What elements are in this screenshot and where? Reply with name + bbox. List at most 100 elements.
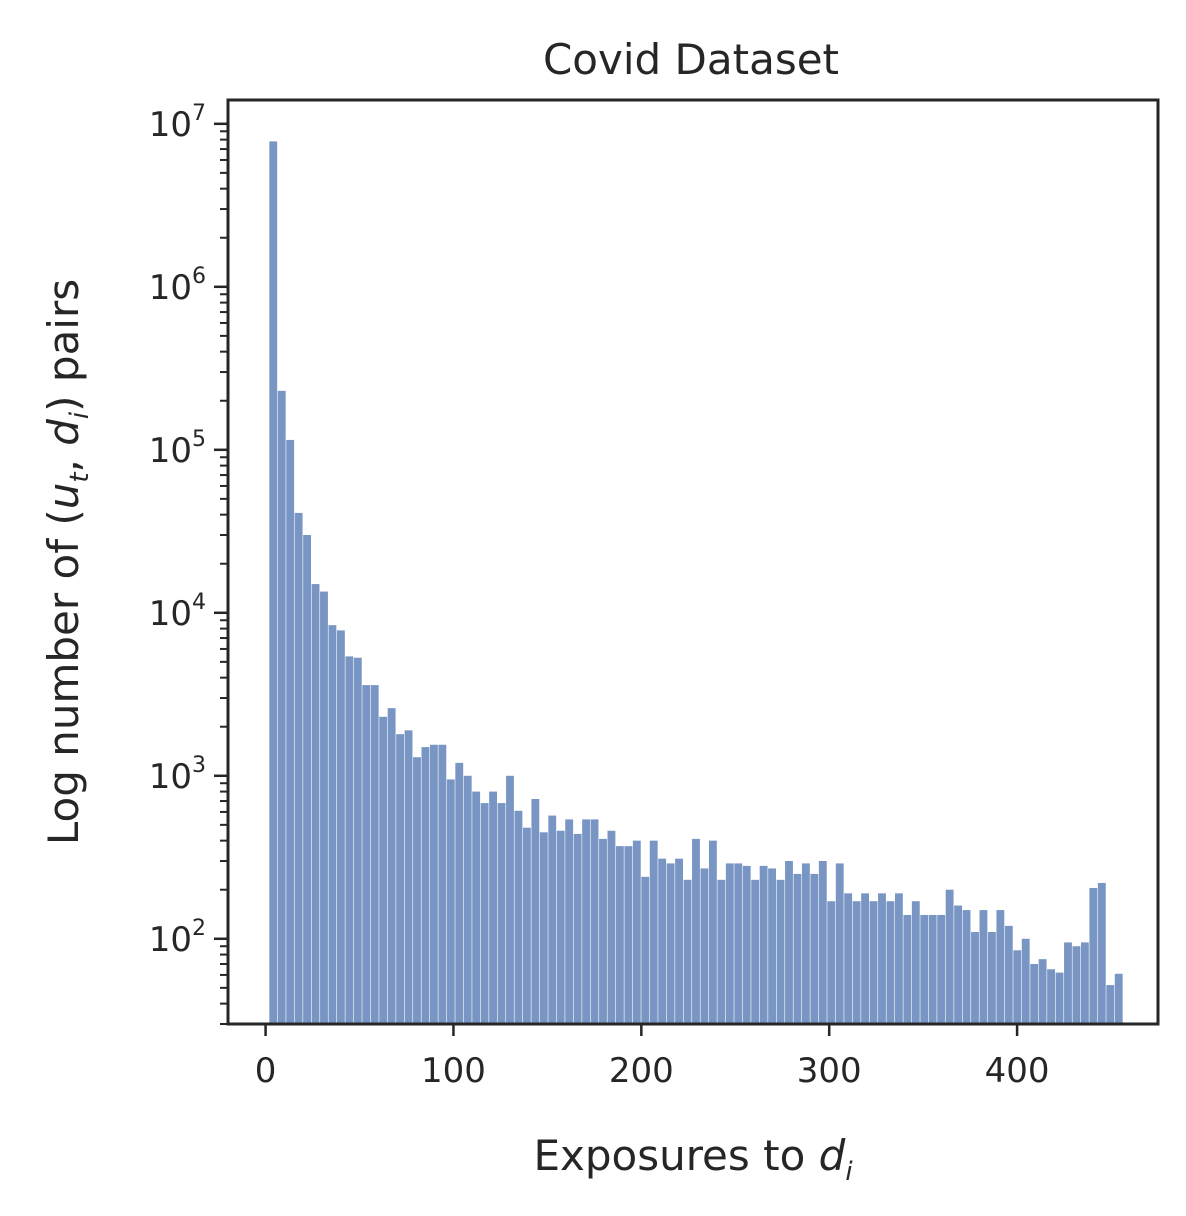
bar (835, 863, 844, 1024)
bar (624, 846, 633, 1024)
bar (658, 858, 667, 1024)
x-tick-label: 200 (609, 1051, 674, 1091)
bar (480, 803, 489, 1024)
bar (582, 819, 591, 1024)
bar (683, 879, 692, 1024)
bar (641, 876, 650, 1024)
bar (311, 584, 320, 1024)
y-tick-label: 102 (149, 916, 206, 960)
bar (497, 803, 506, 1024)
bar (937, 914, 946, 1024)
bar (269, 141, 278, 1025)
bar (962, 910, 971, 1024)
bar (472, 791, 481, 1024)
bar (396, 734, 405, 1024)
bar (801, 863, 810, 1024)
bar (632, 840, 641, 1024)
y-tick-label: 105 (149, 427, 206, 471)
x-axis-label: Exposures to di (533, 1131, 853, 1187)
bar (649, 840, 658, 1024)
bar (987, 932, 996, 1024)
bar (489, 791, 498, 1024)
bar (1106, 985, 1115, 1024)
y-tick-label: 103 (149, 753, 206, 797)
bar (1021, 938, 1030, 1024)
bar (590, 819, 599, 1024)
bar (708, 840, 717, 1024)
bars-layer (269, 141, 1123, 1025)
bar (1114, 973, 1123, 1024)
bar (1004, 925, 1013, 1024)
bar (438, 744, 447, 1024)
bar (725, 863, 734, 1024)
bar (387, 708, 396, 1024)
bar (607, 830, 616, 1024)
bar (286, 439, 295, 1024)
bar (506, 775, 514, 1024)
bar (878, 893, 886, 1024)
bar (320, 591, 328, 1024)
bar (742, 865, 751, 1024)
bar (818, 861, 827, 1024)
bar (362, 685, 371, 1024)
bar (421, 747, 430, 1024)
bar (531, 799, 540, 1024)
bar (793, 873, 802, 1024)
bar (328, 625, 337, 1024)
bar (429, 744, 438, 1024)
bar (996, 910, 1005, 1024)
chart-title: Covid Dataset (543, 35, 839, 84)
bar (455, 762, 464, 1024)
bar (1013, 950, 1022, 1024)
bar (869, 901, 878, 1024)
bar (827, 901, 836, 1024)
bar (599, 838, 607, 1024)
y-axis-label: Log number of (ut, di) pairs (39, 279, 95, 845)
bar (692, 838, 700, 1024)
bar (463, 775, 472, 1024)
bar (615, 846, 624, 1024)
bar (759, 865, 768, 1024)
bar (522, 827, 531, 1024)
bar (1038, 959, 1047, 1024)
y-tick-label: 106 (149, 264, 206, 308)
bar (573, 833, 582, 1024)
bar (336, 630, 345, 1024)
x-tick-label: 0 (255, 1051, 277, 1091)
bar (776, 879, 785, 1024)
bar (303, 535, 312, 1024)
bar (345, 656, 354, 1024)
bar (954, 905, 963, 1024)
y-tick-label: 107 (149, 101, 206, 145)
bar (404, 730, 413, 1024)
plot-frame (226, 98, 1160, 1026)
bar (1089, 887, 1098, 1024)
bar (945, 889, 954, 1024)
bar (886, 901, 895, 1024)
bar (353, 657, 362, 1024)
bar (928, 914, 937, 1024)
y-ticks: 102 103 104 105 106 107 (149, 101, 228, 960)
bar (294, 512, 303, 1024)
bar (971, 932, 979, 1024)
bar (894, 893, 903, 1024)
bar (556, 830, 565, 1024)
bar (548, 815, 557, 1024)
bar (911, 901, 920, 1024)
bar (920, 914, 929, 1024)
bar (675, 858, 684, 1024)
bar (751, 879, 760, 1024)
bar (1064, 942, 1072, 1024)
bar (1080, 942, 1089, 1024)
bar (979, 910, 988, 1024)
bar (666, 863, 675, 1024)
bar (810, 873, 819, 1024)
bar (1030, 964, 1039, 1024)
bar (379, 716, 388, 1024)
bar (1055, 972, 1064, 1024)
bar (785, 861, 793, 1024)
bar (861, 893, 870, 1024)
bar (734, 863, 743, 1024)
x-tick-label: 400 (985, 1051, 1050, 1091)
bar (1097, 882, 1106, 1024)
